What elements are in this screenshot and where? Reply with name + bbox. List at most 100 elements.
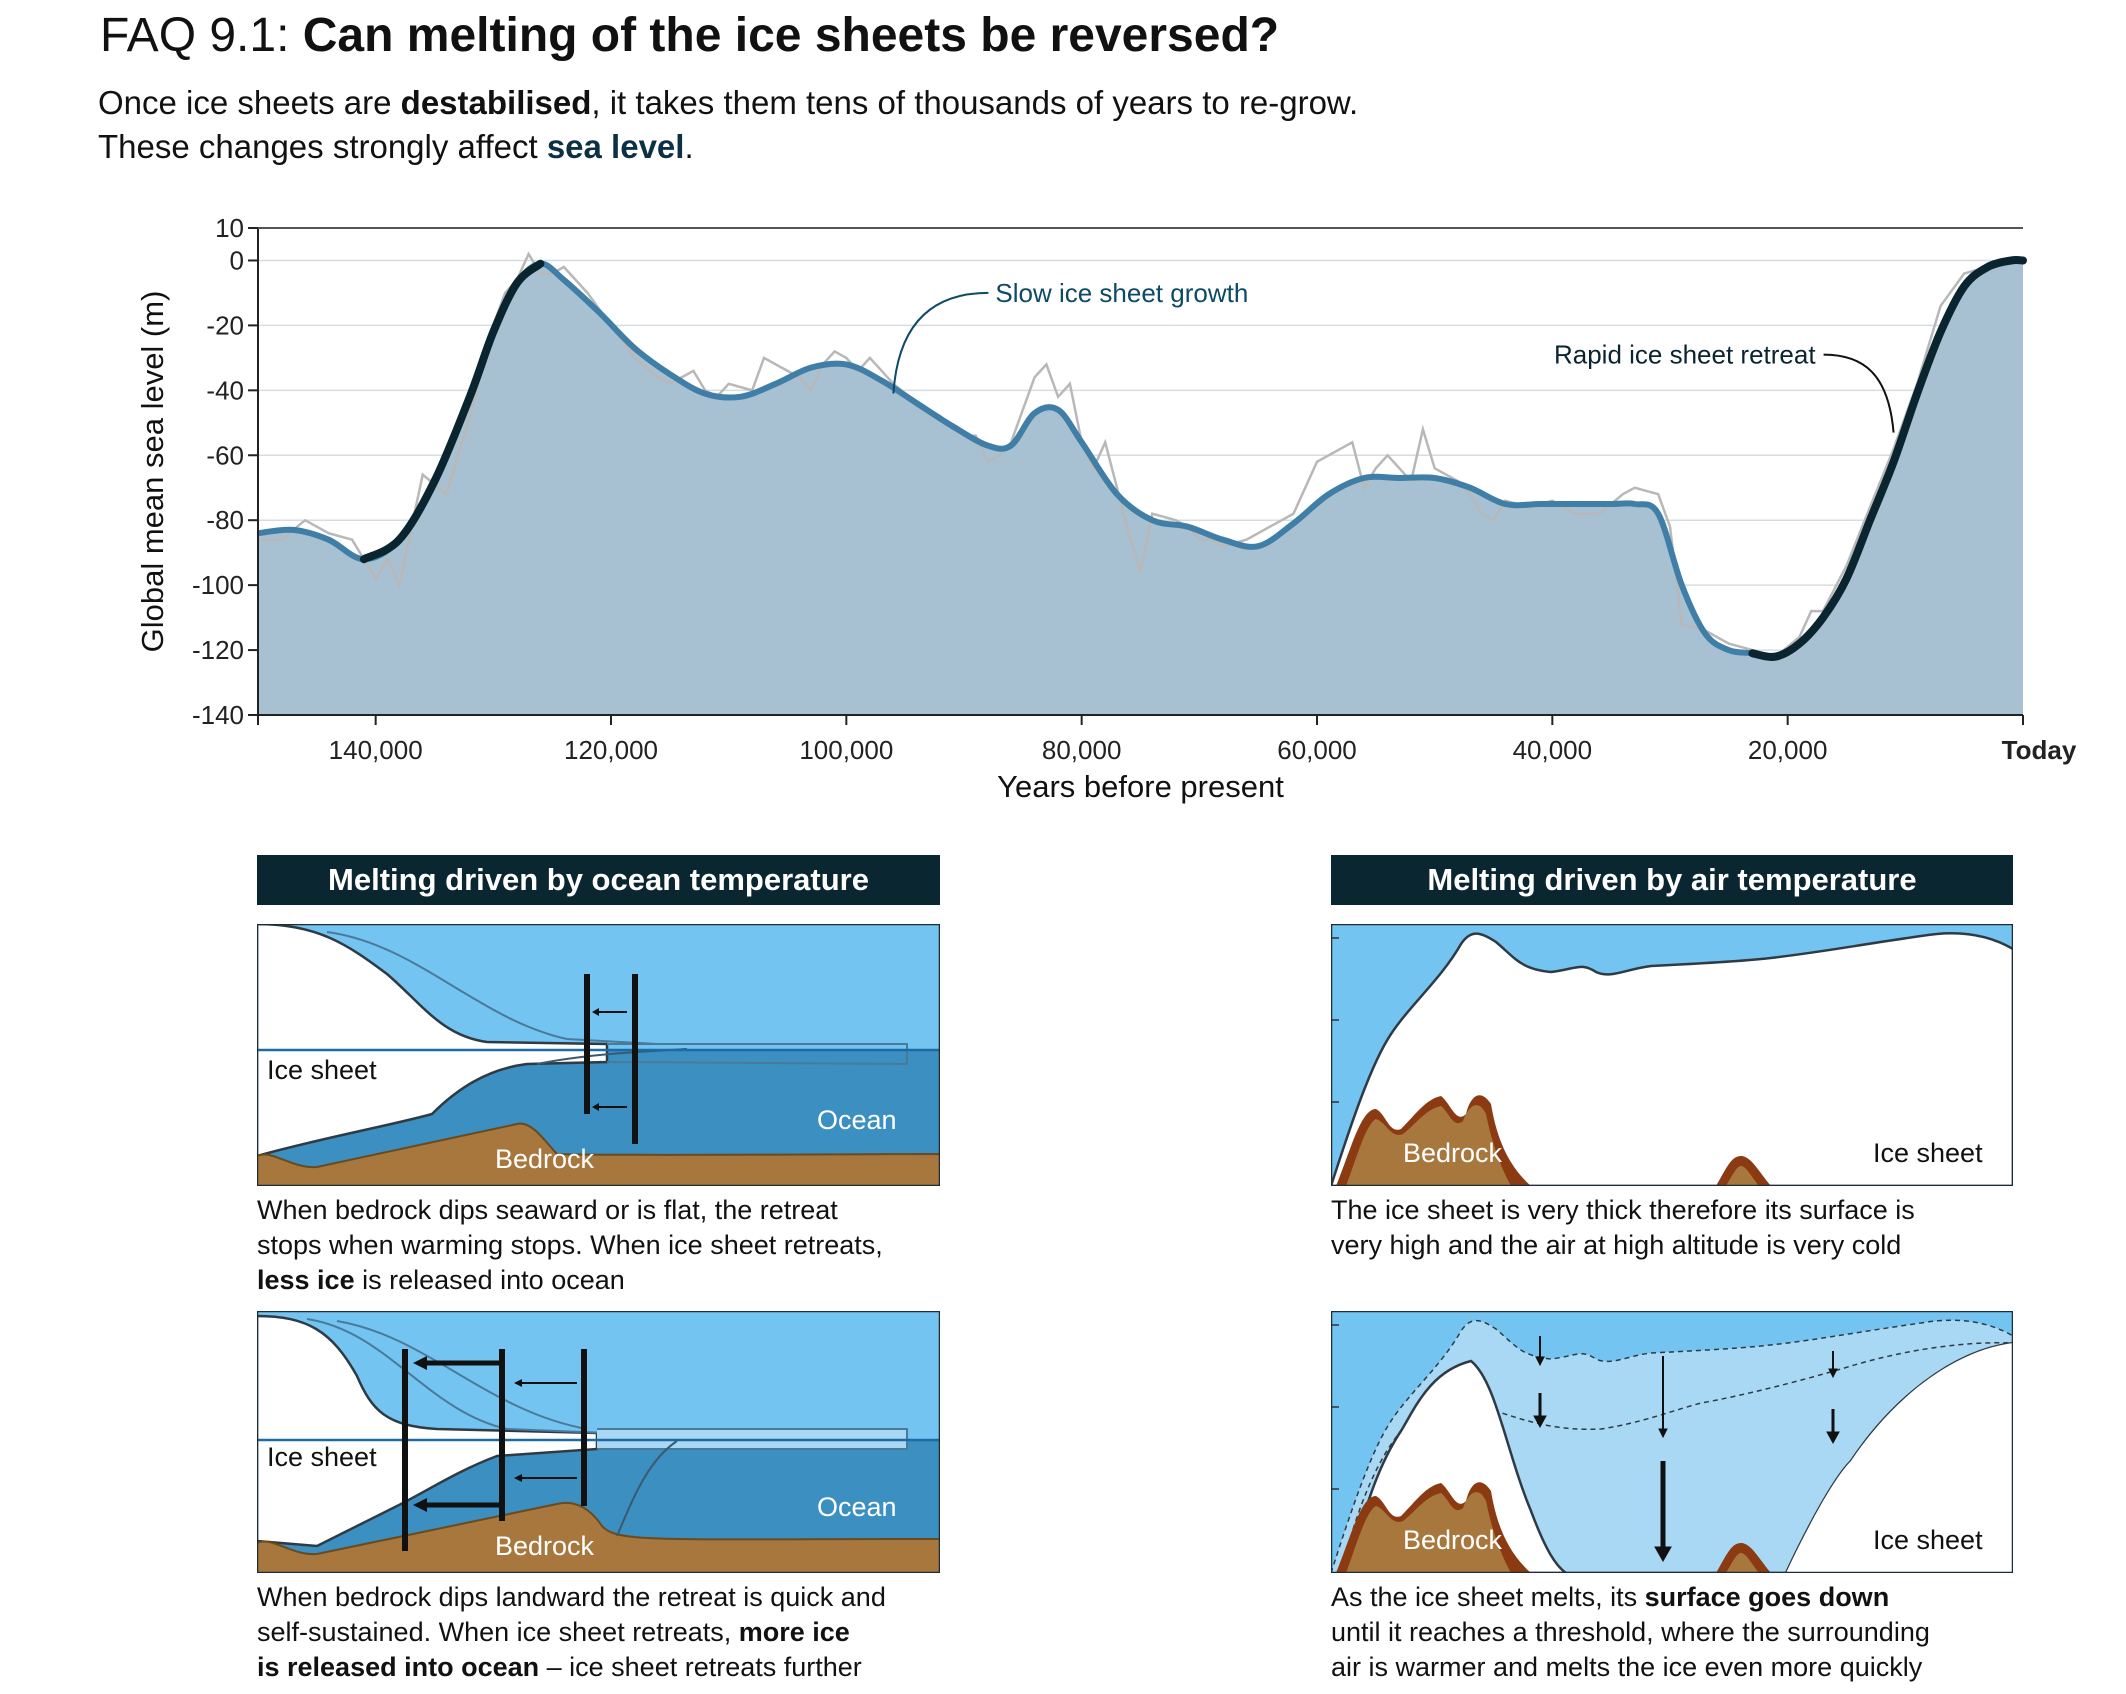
caption-rest: – ice sheet retreats further <box>539 1652 862 1682</box>
caption-bold: less ice <box>257 1265 355 1295</box>
y-tick-labels: 100 -20 -40 -60 -80 -100 -120 -140 <box>192 213 258 730</box>
caption-line: When bedrock dips landward the retreat i… <box>257 1582 886 1612</box>
retreat-arrowhead-upper <box>592 1008 599 1016</box>
ocean-label: Ocean <box>817 1492 897 1522</box>
caption-line: self-sustained. When ice sheet retreats,… <box>257 1615 886 1650</box>
rapid-retreat-line-2 <box>1748 256 2027 661</box>
slow-growth-leader <box>892 291 989 394</box>
former-ice-outline-1 <box>306 1318 608 1434</box>
page-title: FAQ 9.1: Can melting of the ice sheets b… <box>100 8 1279 63</box>
former-ice-shelf <box>606 1043 908 1066</box>
bedrock-peak-inner <box>1726 1166 1759 1186</box>
caption-bold: is released into ocean <box>257 1652 540 1682</box>
caption-line: until it reaches a threshold, where the … <box>1331 1617 1930 1647</box>
y-tick-label: -80 <box>206 505 244 535</box>
air-thick-ice-diagram: Bedrock Ice sheet <box>1331 924 2013 1186</box>
caption-line: As the ice sheet melts, its surface goes… <box>1331 1580 1930 1615</box>
ice-sheet-label: Ice sheet <box>267 1055 377 1085</box>
caption-bold: more ice <box>738 1617 850 1647</box>
x-tick-label: 20,000 <box>1748 735 1828 765</box>
x-tick-label: 120,000 <box>564 735 658 765</box>
ocean-flat-bedrock-diagram: Ice sheet Ocean Bedrock <box>257 924 940 1186</box>
sub1-c: , it takes them tens of thousands of yea… <box>591 84 1359 121</box>
bedrock-label: Bedrock <box>495 1531 595 1561</box>
bedrock-peak-inner <box>1726 1553 1759 1573</box>
sub2-c: . <box>684 128 694 165</box>
ocean-bottom-caption: When bedrock dips landward the retreat i… <box>257 1580 886 1685</box>
caption-line: When bedrock dips seaward or is flat, th… <box>257 1195 838 1225</box>
bedrock-label: Bedrock <box>1403 1138 1503 1168</box>
rapid-retreat-line-1 <box>359 259 545 564</box>
x-tick-label: Today <box>2002 735 2077 765</box>
caption-line: The ice sheet is very thick therefore it… <box>1331 1195 1915 1225</box>
retreat-arrowhead-upper <box>514 1379 522 1387</box>
raw-sea-level-line <box>258 251 2023 658</box>
faq-question: Can melting of the ice sheets be reverse… <box>302 9 1280 62</box>
side-ticks <box>1331 937 1339 1103</box>
caption-rest: self-sustained. When ice sheet retreats, <box>257 1617 739 1647</box>
y-tick-label: -120 <box>192 635 244 665</box>
bedrock-label: Bedrock <box>1403 1525 1503 1555</box>
bedrock <box>1346 1105 1511 1186</box>
ice-sheet-label: Ice sheet <box>1873 1138 1983 1168</box>
bedrock <box>257 1122 940 1186</box>
rapid-retreat-leader <box>1823 353 1895 433</box>
sub2-a: These changes strongly affect <box>98 128 547 165</box>
caption-rest: As the ice sheet melts, its <box>1331 1582 1645 1612</box>
ocean-label: Ocean <box>817 1105 897 1135</box>
y-tick-label: -40 <box>206 375 244 405</box>
surface-down-arrows <box>1533 1336 1840 1563</box>
sub1-a: Once ice sheets are <box>98 84 401 121</box>
x-tick-label: 140,000 <box>329 735 423 765</box>
side-ticks <box>1331 1324 1339 1490</box>
x-axis-label: Years before present <box>997 769 1284 804</box>
caption-line: air is warmer and melts the ice even mor… <box>1331 1652 1923 1682</box>
retreat-arrowhead-big-upper <box>413 1356 427 1370</box>
air-top-caption: The ice sheet is very thick therefore it… <box>1331 1193 1915 1263</box>
retreat-arrowhead-lower <box>514 1474 522 1482</box>
x-tick-label: 40,000 <box>1513 735 1593 765</box>
retreat-arrowhead-lower <box>592 1103 599 1111</box>
ocean-top-caption: When bedrock dips seaward or is flat, th… <box>257 1193 883 1298</box>
former-ice-outline-2 <box>336 1320 588 1430</box>
slow-growth-annotation: Slow ice sheet growth <box>995 278 1248 308</box>
bedrock-label: Bedrock <box>495 1144 595 1174</box>
ice-sheet-label: Ice sheet <box>1873 1525 1983 1555</box>
caption-line: is released into ocean – ice sheet retre… <box>257 1650 886 1685</box>
y-tick-label: -140 <box>192 700 244 730</box>
air-melting-ice-diagram: Bedrock Ice sheet <box>1331 1311 2013 1573</box>
caption-line: very high and the air at high altitude i… <box>1331 1230 1902 1260</box>
subtitle-line-2: These changes strongly affect sea level. <box>98 128 694 166</box>
x-tick-labels: 140,000 120,000 100,000 80,000 60,000 40,000 2… <box>329 715 2077 765</box>
ocean-melting-header: Melting driven by ocean temperature <box>257 855 940 905</box>
ocean-landward-bedrock-diagram: Ice sheet Ocean Bedrock <box>257 1311 940 1573</box>
y-tick-label: -60 <box>206 440 244 470</box>
bedrock <box>1346 1492 1511 1573</box>
ice-sheet-right <box>1566 1343 2013 1573</box>
x-tick-label: 100,000 <box>799 735 893 765</box>
ice-sheet-label: Ice sheet <box>267 1442 377 1472</box>
air-bottom-caption: As the ice sheet melts, its surface goes… <box>1331 1580 1930 1685</box>
y-tick-label: -100 <box>192 570 244 600</box>
sub2-b: sea level <box>546 128 685 165</box>
caption-line: stops when warming stops. When ice sheet… <box>257 1230 883 1260</box>
former-surface-1 <box>1331 1319 2013 1573</box>
y-tick-label: 0 <box>230 245 244 275</box>
sub1-b: destabilised <box>400 84 592 121</box>
former-grounding-outline <box>616 1440 678 1537</box>
sea-level-chart: 100 -20 -40 -60 -80 -100 -120 -140 140,000 120,0… <box>135 213 2077 804</box>
faq-id: FAQ 9.1: <box>100 9 290 62</box>
x-tick-label: 60,000 <box>1277 735 1357 765</box>
y-tick-label: 10 <box>215 213 244 243</box>
rapid-retreat-annotation: Rapid ice sheet retreat <box>1554 340 1816 370</box>
subtitle-line-1: Once ice sheets are destabilised, it tak… <box>98 84 1358 122</box>
ice-sheet <box>1331 932 2013 1186</box>
former-ice-outline-1 <box>326 931 658 1045</box>
y-axis-label: Global mean sea level (m) <box>135 291 170 653</box>
caption-line: less ice is released into ocean <box>257 1263 883 1298</box>
caption-bold: surface goes down <box>1644 1582 1890 1612</box>
air-melting-header: Melting driven by air temperature <box>1331 855 2013 905</box>
y-tick-label: -20 <box>206 310 244 340</box>
x-tick-label: 80,000 <box>1042 735 1122 765</box>
chart-axes <box>257 227 2024 725</box>
